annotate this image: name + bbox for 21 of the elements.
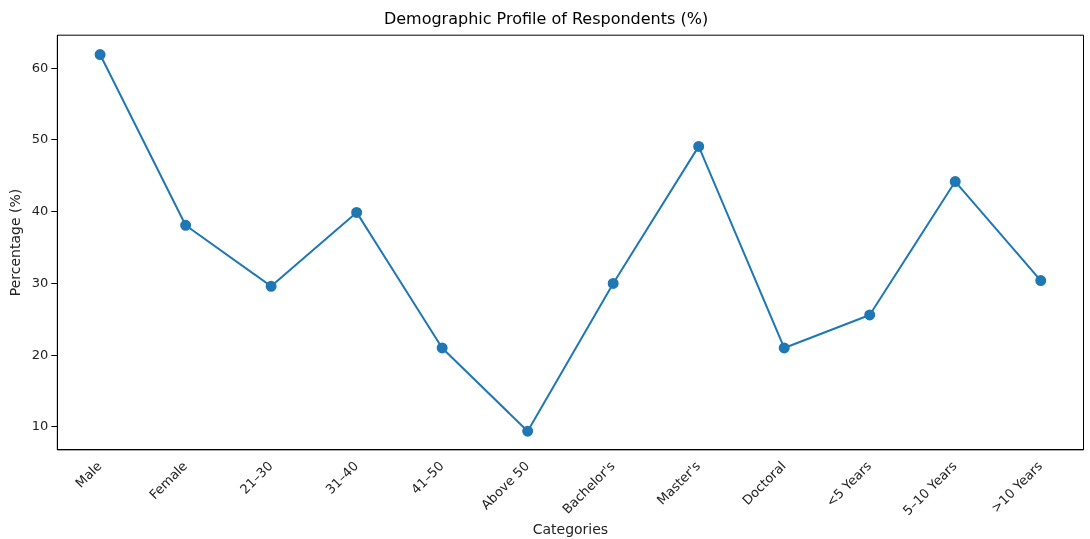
y-tick-label: 10 <box>31 418 49 434</box>
y-tick-label: 40 <box>31 203 49 219</box>
point <box>522 425 534 437</box>
point <box>180 219 192 231</box>
point <box>436 342 448 354</box>
point <box>351 206 363 218</box>
x-axis-title: Categories <box>532 521 609 538</box>
point <box>1035 275 1047 287</box>
y-tick-label: 20 <box>31 346 49 362</box>
point <box>778 342 790 354</box>
point <box>693 140 705 152</box>
y-axis-title: Percentage (%) <box>7 188 24 297</box>
point <box>265 280 277 292</box>
y-tick-label: 30 <box>31 274 49 290</box>
chart-title: Demographic Profile of Respondents (%) <box>383 8 709 28</box>
point <box>949 176 961 188</box>
point <box>94 49 106 61</box>
point <box>864 309 876 321</box>
y-tick-label: 50 <box>31 131 49 147</box>
point <box>607 277 619 289</box>
y-tick-label: 60 <box>31 59 49 75</box>
